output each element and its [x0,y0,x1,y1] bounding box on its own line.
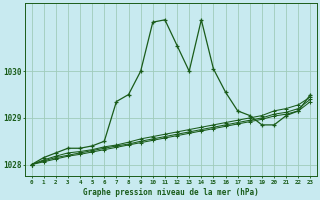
X-axis label: Graphe pression niveau de la mer (hPa): Graphe pression niveau de la mer (hPa) [83,188,259,197]
